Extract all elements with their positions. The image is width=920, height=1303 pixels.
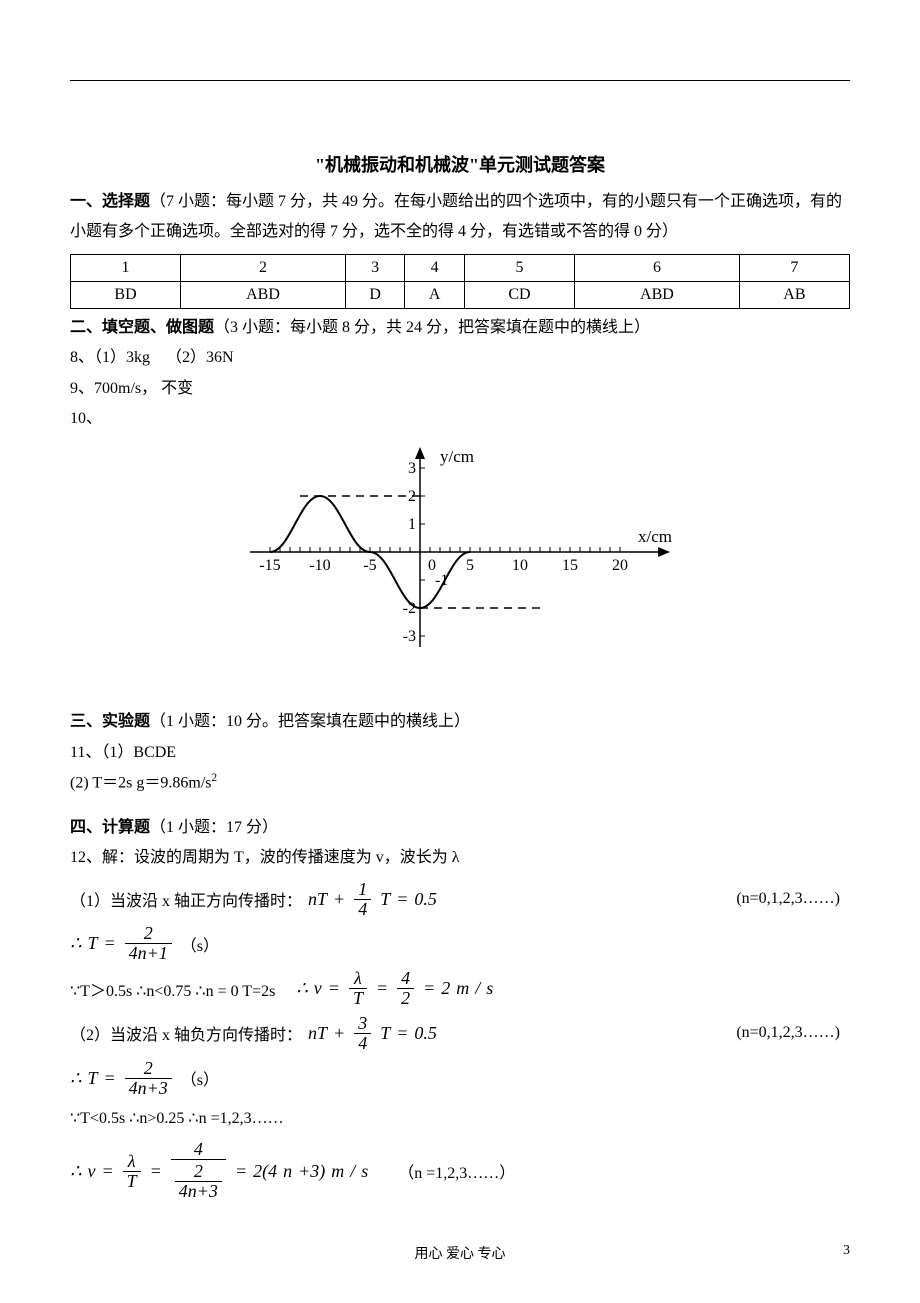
q12-intro: 12、解：设波的周期为 T，波的传播速度为 v，波长为 λ xyxy=(70,843,850,873)
q12-cond1: ∵T＞0.5s ∴n<0.75 ∴n = 0 T=2s ∴v= λT = 42 … xyxy=(70,969,850,1008)
svg-text:-5: -5 xyxy=(363,557,376,574)
section-3-desc: （1 小题：10 分。把答案填在题中的横线上） xyxy=(150,713,470,730)
q12-eq2-note: (n=0,1,2,3……) xyxy=(736,1024,850,1042)
section-4-header: 四、计算题（1 小题：17 分） xyxy=(70,813,850,843)
q10-prefix: 10、 xyxy=(70,410,102,427)
col-header: 1 xyxy=(71,254,181,281)
q11-1: 11、（1）BCDE xyxy=(70,738,850,768)
q11-2: (2) T＝2s g＝9.86m/s2 xyxy=(70,768,850,799)
q9-text: 700m/s， 不变 xyxy=(94,380,193,397)
col-header: 3 xyxy=(345,254,405,281)
q12-T2-unit: （s） xyxy=(181,1066,219,1090)
q10: 10、 xyxy=(70,404,850,434)
svg-text:15: 15 xyxy=(562,557,578,574)
col-header: 6 xyxy=(575,254,740,281)
q9: 9、700m/s， 不变 xyxy=(70,374,850,404)
section-1-desc: （7 小题：每小题 7 分，共 49 分。在每小题给出的四个选项中，有的小题只有… xyxy=(70,193,842,240)
section-3-header: 三、实验题（1 小题：10 分。把答案填在题中的横线上） xyxy=(70,707,850,737)
doc-title: "机械振动和机械波"单元测试题答案 xyxy=(70,151,850,177)
col-header: 2 xyxy=(181,254,346,281)
q12-final-note: （n =1,2,3……） xyxy=(398,1159,515,1183)
q12-part2-label: （2）当波沿 x 轴负方向传播时： xyxy=(70,1021,302,1045)
q11-2-text: (2) T＝2s g＝9.86m/s xyxy=(70,774,212,791)
q9-prefix: 9、 xyxy=(70,380,94,397)
col-header: 5 xyxy=(464,254,574,281)
cell: CD xyxy=(464,281,574,308)
svg-text:10: 10 xyxy=(512,557,528,574)
section-2-desc: （3 小题：每小题 8 分，共 24 分，把答案填在题中的横线上） xyxy=(214,319,650,336)
cell: ABD xyxy=(575,281,740,308)
section-3-label: 三、实验题 xyxy=(70,713,150,730)
wave-svg: -15 -10 -5 0 5 10 15 20 1 2 3 -1 -2 -3 y… xyxy=(240,442,680,662)
cell: BD xyxy=(71,281,181,308)
q12-part1-label: （1）当波沿 x 轴正方向传播时： xyxy=(70,887,302,911)
cell: A xyxy=(405,281,465,308)
section-2-header: 二、填空题、做图题（3 小题：每小题 8 分，共 24 分，把答案填在题中的横线… xyxy=(70,313,850,343)
q12-final: ∴v= λT = 4 2 4n+3 =2(4n+3)m/s （n =1,2,3…… xyxy=(70,1140,850,1203)
svg-text:y/cm: y/cm xyxy=(440,447,474,466)
svg-text:x/cm: x/cm xyxy=(638,527,672,546)
col-header: 4 xyxy=(405,254,465,281)
footer-text: 用心 爱心 专心 xyxy=(415,1247,506,1262)
answer-table: 1 2 3 4 5 6 7 BD ABD D A CD ABD AB xyxy=(70,254,850,309)
section-1-header: 一、选择题（7 小题：每小题 7 分，共 49 分。在每小题给出的四个选项中，有… xyxy=(70,187,850,248)
header-rule xyxy=(70,80,850,81)
q12-cond1-text: ∵T＞0.5s ∴n<0.75 ∴n = 0 T=2s xyxy=(70,977,275,1001)
q8-prefix: 8、 xyxy=(70,349,94,366)
svg-text:20: 20 xyxy=(612,557,628,574)
svg-text:5: 5 xyxy=(466,557,474,574)
q12-T2: ∴T= 24n+3 （s） xyxy=(70,1059,850,1098)
table-row: 1 2 3 4 5 6 7 xyxy=(71,254,850,281)
section-1-label: 一、选择题 xyxy=(70,193,150,210)
cell: AB xyxy=(739,281,849,308)
q8-part1: （1）3kg xyxy=(94,349,150,366)
squared: 2 xyxy=(212,772,218,784)
svg-text:-10: -10 xyxy=(309,557,330,574)
cell: ABD xyxy=(181,281,346,308)
q12-eq1-note: (n=0,1,2,3……) xyxy=(736,890,850,908)
table-row: BD ABD D A CD ABD AB xyxy=(71,281,850,308)
section-2-label: 二、填空题、做图题 xyxy=(70,319,214,336)
page-footer: 用心 爱心 专心 3 xyxy=(70,1243,850,1263)
wave-graph: -15 -10 -5 0 5 10 15 20 1 2 3 -1 -2 -3 y… xyxy=(70,442,850,667)
q12-eq1: （1）当波沿 x 轴正方向传播时： nT+ 14 T=0.5 (n=0,1,2,… xyxy=(70,880,850,919)
section-4-label: 四、计算题 xyxy=(70,819,150,836)
q12-eq2: （2）当波沿 x 轴负方向传播时： nT+ 34 T=0.5 (n=0,1,2,… xyxy=(70,1014,850,1053)
page-number: 3 xyxy=(843,1243,850,1259)
q12-T1-unit: （s） xyxy=(181,932,219,956)
svg-text:3: 3 xyxy=(408,460,416,477)
q12-cond2: ∵T<0.5s ∴n>0.25 ∴n =1,2,3…… xyxy=(70,1104,850,1134)
cell: D xyxy=(345,281,405,308)
col-header: 7 xyxy=(739,254,849,281)
q12-T1: ∴T= 24n+1 （s） xyxy=(70,924,850,963)
svg-text:-3: -3 xyxy=(403,628,416,645)
svg-text:-15: -15 xyxy=(259,557,280,574)
q8-part2: （2）36N xyxy=(166,349,234,366)
svg-text:1: 1 xyxy=(408,516,416,533)
section-4-desc: （1 小题：17 分） xyxy=(150,819,278,836)
q8: 8、（1）3kg （2）36N xyxy=(70,343,850,373)
